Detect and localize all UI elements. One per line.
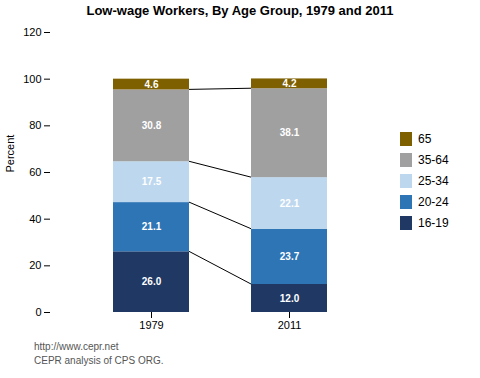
svg-text:30.8: 30.8 [142,120,162,131]
svg-text:60: 60 [29,166,41,178]
svg-text:12.0: 12.0 [280,293,300,304]
svg-text:23.7: 23.7 [280,251,300,262]
svg-text:80: 80 [29,119,41,131]
svg-text:100: 100 [23,73,41,85]
svg-text:Percent: Percent [4,135,16,173]
svg-text:4.2: 4.2 [283,78,297,89]
svg-text:17.5: 17.5 [142,176,162,187]
svg-text:40: 40 [29,213,41,225]
svg-text:26.0: 26.0 [142,276,162,287]
html-text:CEPR analysis of CPS ORG.: CEPR analysis of CPS ORG. [34,355,164,366]
svg-text:22.1: 22.1 [280,198,300,209]
html-text:25-34: 25-34 [418,174,449,188]
html-text:16-19: 16-19 [418,216,449,230]
svg-text:2011: 2011 [278,319,302,331]
html-text:65: 65 [418,132,432,146]
svg-text:38.1: 38.1 [280,127,300,138]
svg-text:120: 120 [23,26,41,38]
svg-text:4.6: 4.6 [145,79,159,90]
html-text:20-24: 20-24 [418,195,449,209]
html-text:Low-wage Workers, By Age Group: Low-wage Workers, By Age Group, 1979 and… [86,3,394,18]
svg-text:1979: 1979 [139,319,163,331]
svg-text:21.1: 21.1 [142,221,162,232]
svg-text:20: 20 [29,259,41,271]
html-text:35-64: 35-64 [418,153,449,167]
html-text:http://www.cepr.net: http://www.cepr.net [34,341,119,352]
svg-text:0: 0 [35,306,41,318]
